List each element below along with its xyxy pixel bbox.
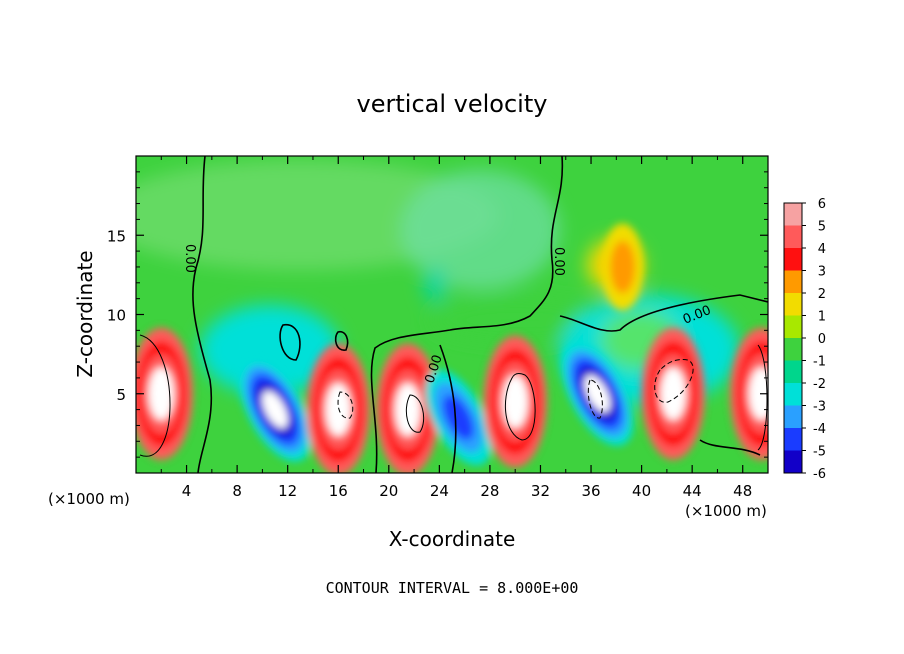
- x-units-right: (×1000 m): [685, 502, 767, 520]
- x-tick-label: 4: [182, 482, 192, 500]
- colorbar-swatch: [784, 203, 802, 226]
- contour-lines: [139, 156, 768, 473]
- y-tick-label: 5: [116, 386, 126, 404]
- x-axis-label: X-coordinate: [389, 527, 516, 551]
- contour-interval-note: CONTOUR INTERVAL = 8.000E+00: [326, 579, 579, 597]
- colorbar-label: 1: [818, 310, 826, 325]
- colorbar-label: -4: [813, 422, 826, 437]
- colorbar-label: -1: [813, 355, 826, 370]
- colorbar-label: 4: [818, 242, 826, 257]
- colorbar-swatch: [784, 248, 802, 271]
- downdraft-core: [425, 369, 492, 466]
- x-tick-label: 36: [581, 482, 600, 500]
- y-ticks: 5 10 15: [107, 171, 768, 458]
- colorbar-swatch: [784, 428, 802, 451]
- x-ticks: 4 8 12 16 20 24 28 32 36 40 44 48: [160, 156, 752, 500]
- colorbar: 6 5 4 3 2 1 0 -1 -2 -3 -4 -5 -6: [783, 197, 826, 482]
- colorbar-label: -3: [813, 400, 826, 415]
- colorbar-swatch: [784, 338, 802, 361]
- colorbar-swatch: [784, 225, 802, 249]
- colorbar-label: 3: [818, 265, 826, 280]
- colorbar-label: -6: [813, 467, 826, 482]
- colorbar-swatch: [784, 293, 802, 316]
- colorbar-swatch: [784, 450, 802, 474]
- x-tick-label: 32: [531, 482, 550, 500]
- downdraft-core: [239, 357, 311, 462]
- updraft-core: [376, 343, 440, 473]
- downdraft-core: [561, 341, 634, 446]
- x-tick-label: 48: [733, 482, 752, 500]
- x-tick-label: 44: [683, 482, 702, 500]
- colorbar-label: -5: [813, 445, 826, 460]
- contour-label: 0.00: [182, 244, 197, 273]
- x-tick-label: 20: [379, 482, 398, 500]
- colorbar-label: 2: [818, 287, 826, 302]
- colorbar-label: 0: [818, 332, 826, 347]
- y-tick-label: 15: [107, 227, 126, 245]
- updraft-core: [306, 343, 370, 473]
- colorbar-label: 5: [818, 220, 826, 235]
- colorbar-swatch: [784, 405, 802, 429]
- updraft-core: [136, 327, 193, 460]
- colorbar-swatch: [784, 360, 802, 384]
- y-tick-label: 10: [107, 307, 126, 325]
- x-tick-label: 16: [329, 482, 348, 500]
- colorbar-swatch: [784, 315, 802, 339]
- x-tick-label: 12: [278, 482, 297, 500]
- updraft-core: [602, 223, 644, 311]
- chart-title: vertical velocity: [357, 90, 548, 118]
- contour-label: 0.00: [551, 247, 566, 276]
- x-tick-label: 40: [632, 482, 651, 500]
- x-units-left: (×1000 m): [48, 490, 130, 508]
- heatmap-field: [136, 156, 768, 473]
- colorbar-swatch: [784, 383, 802, 406]
- x-tick-label: 28: [480, 482, 499, 500]
- updraft-core: [641, 327, 705, 460]
- colorbar-swatch: [784, 270, 802, 294]
- y-axis-label: Z-coordinate: [73, 250, 97, 377]
- colorbar-label: 6: [818, 197, 826, 212]
- updraft-core: [483, 335, 547, 468]
- updraft-core: [730, 327, 768, 460]
- x-tick-label: 8: [232, 482, 242, 500]
- x-tick-label: 24: [430, 482, 449, 500]
- colorbar-label: -2: [813, 377, 826, 392]
